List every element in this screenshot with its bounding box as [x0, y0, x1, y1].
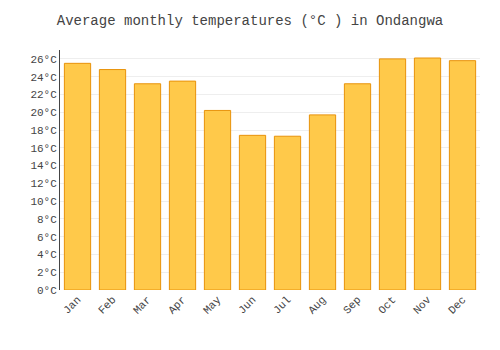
svg-text:12°C: 12°C [30, 178, 57, 190]
svg-text:24°C: 24°C [30, 72, 57, 84]
svg-text:8°C: 8°C [37, 214, 57, 226]
svg-text:22°C: 22°C [30, 89, 57, 101]
svg-text:16°C: 16°C [30, 143, 57, 155]
svg-text:26°C: 26°C [30, 54, 57, 66]
svg-text:14°C: 14°C [30, 160, 57, 172]
svg-text:2°C: 2°C [37, 267, 57, 279]
svg-text:18°C: 18°C [30, 125, 57, 137]
svg-text:Jun: Jun [236, 294, 258, 316]
svg-text:Apr: Apr [166, 294, 188, 316]
svg-text:Aug: Aug [306, 294, 328, 316]
svg-text:4°C: 4°C [37, 249, 57, 261]
svg-text:Dec: Dec [446, 294, 468, 316]
svg-text:6°C: 6°C [37, 232, 57, 244]
svg-text:Nov: Nov [411, 294, 434, 317]
svg-text:10°C: 10°C [30, 196, 57, 208]
svg-text:Feb: Feb [96, 294, 118, 316]
svg-text:Average monthly temperatures (: Average monthly temperatures (°C ) in On… [57, 13, 443, 29]
svg-text:0°C: 0°C [37, 285, 57, 297]
svg-text:Oct: Oct [376, 294, 398, 316]
svg-text:Jul: Jul [271, 294, 293, 316]
svg-text:Jan: Jan [61, 294, 83, 316]
svg-text:20°C: 20°C [30, 107, 57, 119]
svg-text:Sep: Sep [341, 294, 363, 316]
svg-text:May: May [201, 294, 224, 317]
svg-text:Mar: Mar [131, 294, 153, 316]
